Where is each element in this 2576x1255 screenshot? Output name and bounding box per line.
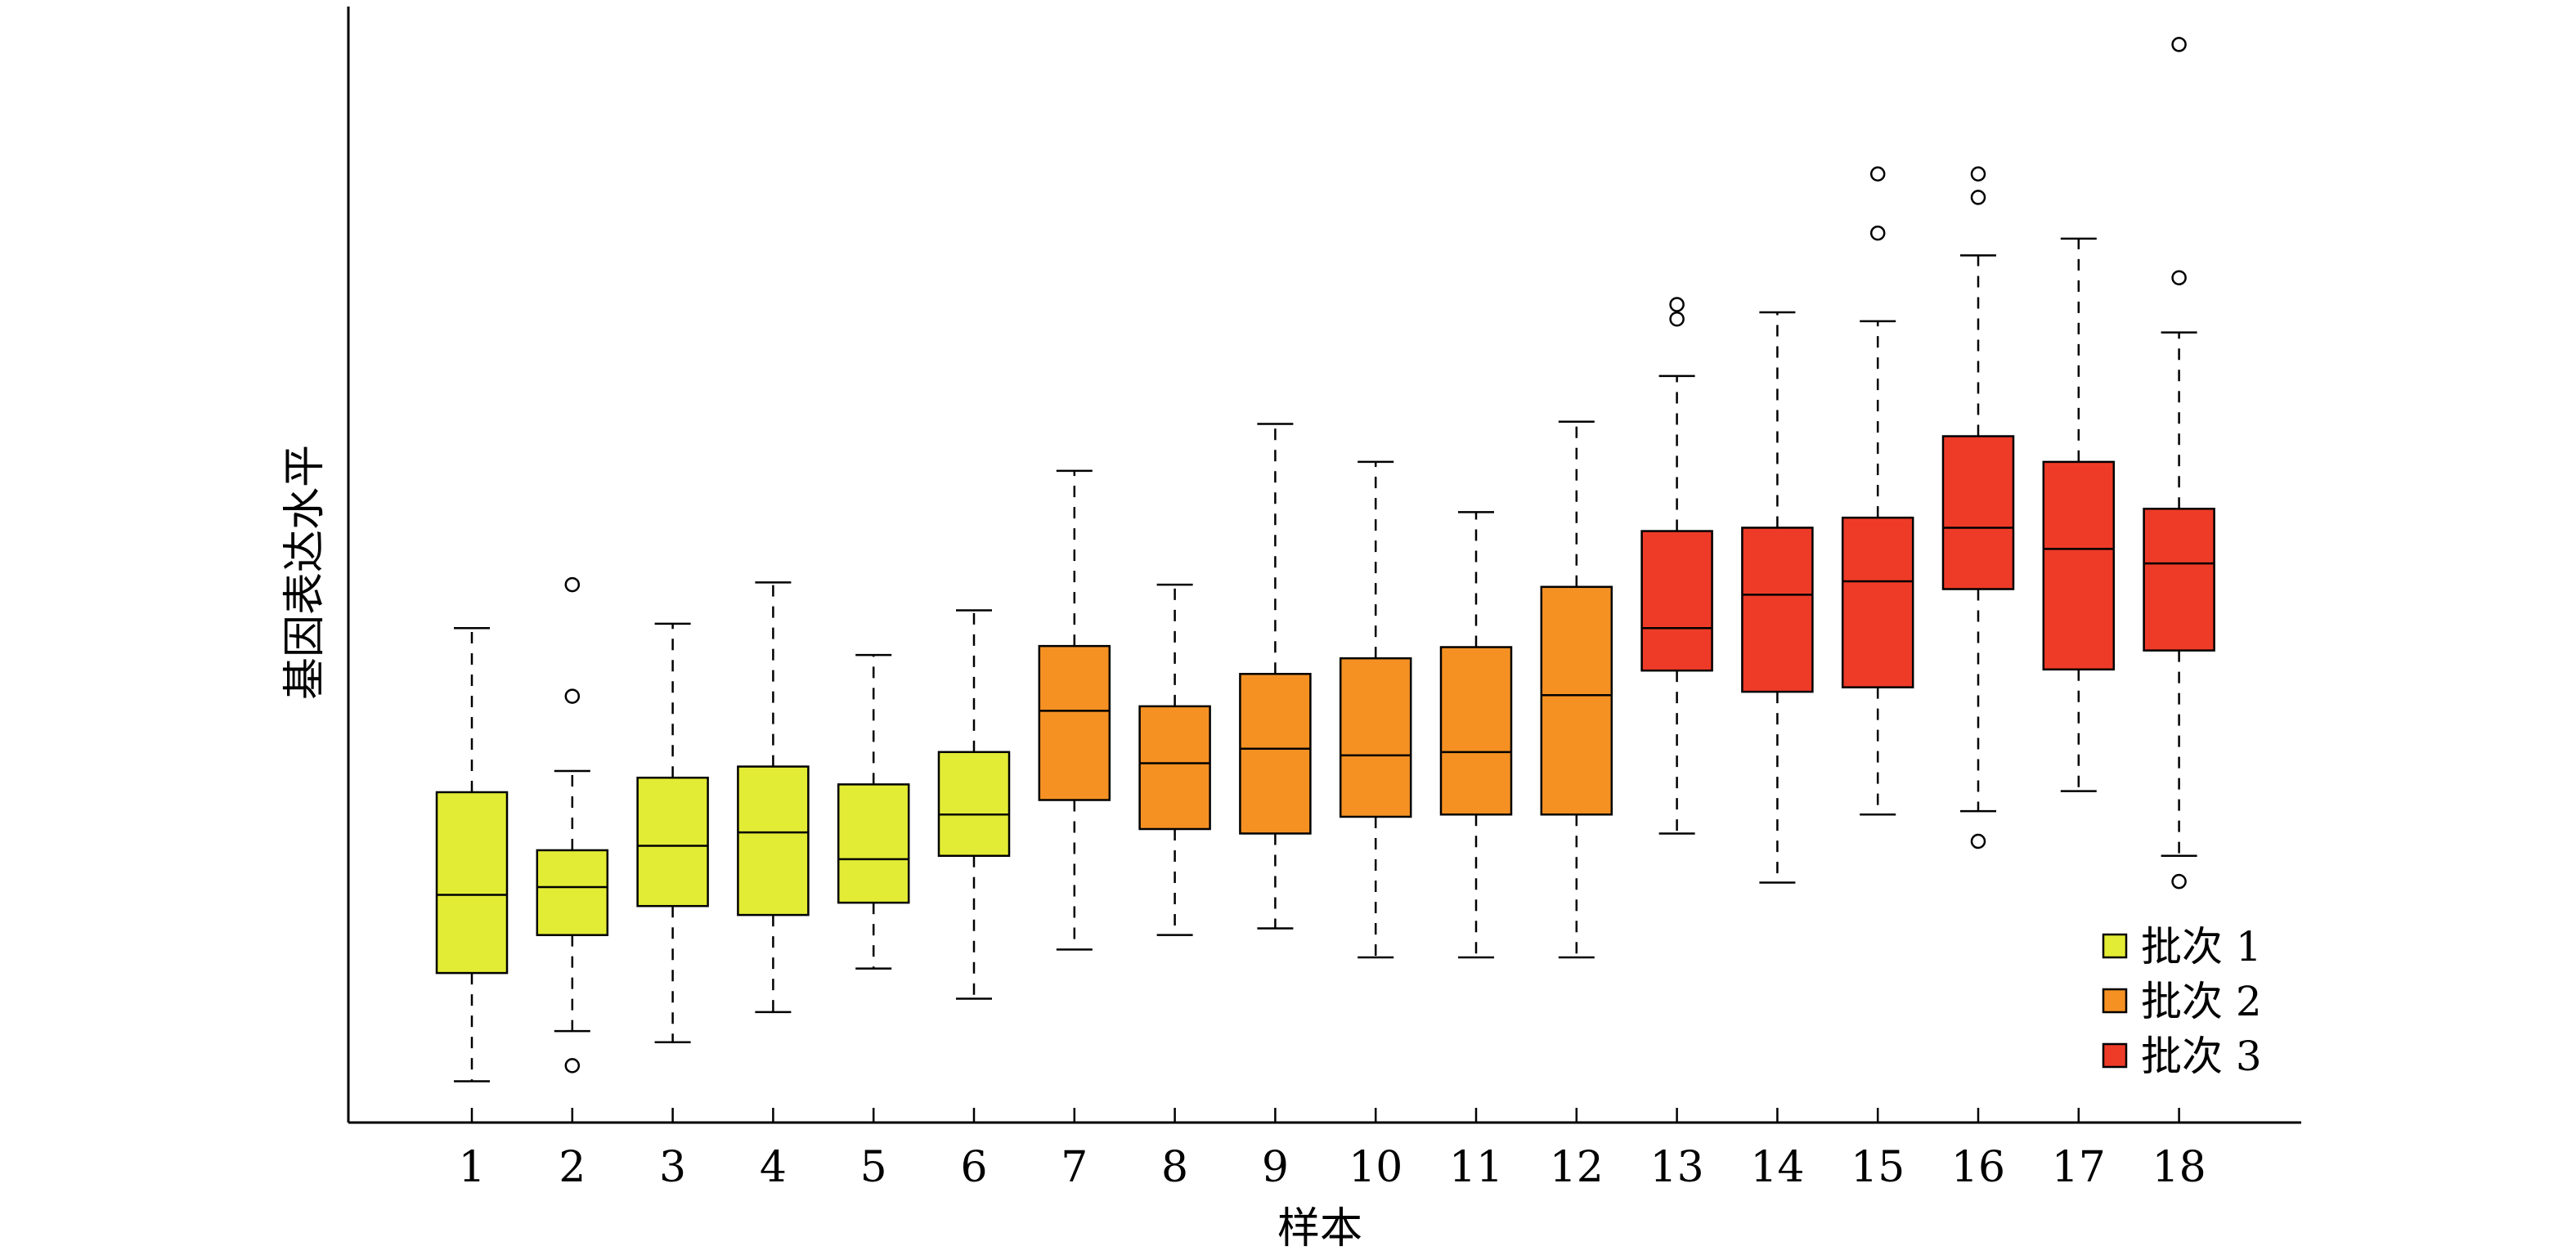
legend-label: 批次 2 bbox=[2141, 978, 2262, 1025]
x-tick-label: 5 bbox=[860, 1143, 887, 1192]
outlier-point bbox=[2171, 873, 2187, 890]
iqr-box bbox=[1239, 673, 1312, 835]
legend-swatch bbox=[2102, 933, 2128, 959]
outlier-point bbox=[564, 576, 581, 593]
iqr-box bbox=[2143, 508, 2215, 652]
box-4 bbox=[737, 581, 810, 1014]
legend-item: 批次 1 bbox=[2102, 923, 2262, 970]
iqr-box bbox=[1138, 705, 1211, 831]
x-tick-label: 1 bbox=[458, 1143, 485, 1192]
x-tick-label: 14 bbox=[1750, 1143, 1804, 1192]
outlier-point bbox=[1970, 833, 1986, 849]
iqr-box bbox=[837, 783, 910, 904]
iqr-box bbox=[737, 765, 810, 917]
x-axis-ticks: 1 2 3 4 5 6 7 8 9 10 11 12 13 14 15 16 17 18 bbox=[458, 1108, 2206, 1192]
outlier-point bbox=[564, 688, 581, 704]
iqr-box bbox=[435, 791, 509, 975]
iqr-box bbox=[1741, 527, 1814, 693]
x-tick-label: 11 bbox=[1449, 1143, 1503, 1192]
x-tick-label: 18 bbox=[2152, 1143, 2206, 1192]
iqr-box bbox=[1439, 646, 1513, 816]
outlier-point bbox=[2171, 37, 2187, 52]
iqr-box bbox=[2042, 460, 2116, 671]
iqr-box bbox=[937, 751, 1011, 858]
outlier-point bbox=[1669, 297, 1685, 312]
box-5 bbox=[837, 653, 910, 970]
x-tick-label: 15 bbox=[1851, 1143, 1905, 1192]
legend-swatch bbox=[2102, 988, 2128, 1014]
iqr-box bbox=[536, 849, 609, 936]
iqr-box bbox=[1941, 435, 2015, 590]
iqr-box bbox=[636, 776, 709, 908]
box-14 bbox=[1741, 311, 1814, 884]
outlier-point bbox=[1869, 166, 1886, 182]
iqr-box bbox=[1540, 585, 1613, 816]
legend-item: 批次 2 bbox=[2102, 978, 2262, 1025]
legend: 批次 1 批次 2 批次 3 bbox=[2102, 923, 2262, 1080]
outlier-point bbox=[564, 1058, 581, 1073]
box-18 bbox=[2143, 37, 2215, 890]
legend-item: 批次 3 bbox=[2102, 1033, 2262, 1080]
iqr-box bbox=[1339, 657, 1412, 818]
box-13 bbox=[1640, 297, 1713, 835]
x-tick-label: 16 bbox=[1951, 1143, 2005, 1192]
outlier-point bbox=[1869, 225, 1886, 241]
box-8 bbox=[1138, 583, 1211, 936]
y-axis-label: 基因表达水平 bbox=[280, 445, 330, 700]
x-tick-label: 2 bbox=[559, 1143, 586, 1192]
boxes-layer bbox=[435, 37, 2215, 1082]
x-tick-label: 12 bbox=[1550, 1143, 1604, 1192]
iqr-box bbox=[1841, 516, 1914, 688]
x-tick-label: 4 bbox=[760, 1143, 787, 1192]
x-axis-label: 样本 bbox=[1277, 1204, 1362, 1253]
legend-swatch bbox=[2102, 1042, 2128, 1069]
x-tick-label: 7 bbox=[1061, 1143, 1088, 1192]
plot-area bbox=[347, 7, 2301, 1124]
x-tick-label: 9 bbox=[1262, 1143, 1289, 1192]
outlier-point bbox=[2171, 270, 2187, 285]
iqr-box bbox=[1640, 530, 1713, 672]
box-7 bbox=[1038, 469, 1111, 951]
box-11 bbox=[1439, 511, 1513, 959]
box-3 bbox=[636, 622, 709, 1043]
iqr-box bbox=[1038, 644, 1111, 801]
box-16 bbox=[1941, 166, 2015, 849]
x-tick-label: 8 bbox=[1161, 1143, 1188, 1192]
legend-label: 批次 1 bbox=[2141, 923, 2262, 970]
x-tick-label: 17 bbox=[2052, 1143, 2106, 1192]
box-6 bbox=[937, 609, 1011, 1000]
box-15 bbox=[1841, 166, 1914, 816]
outlier-point bbox=[1970, 166, 1986, 182]
x-tick-label: 10 bbox=[1349, 1143, 1402, 1192]
box-17 bbox=[2042, 237, 2116, 792]
box-12 bbox=[1540, 420, 1613, 959]
box-9 bbox=[1239, 423, 1312, 930]
box-10 bbox=[1339, 460, 1412, 959]
box-2 bbox=[536, 576, 609, 1073]
box-1 bbox=[435, 627, 509, 1082]
x-tick-label: 13 bbox=[1650, 1143, 1704, 1192]
legend-label: 批次 3 bbox=[2141, 1033, 2262, 1080]
outlier-point bbox=[1669, 311, 1685, 327]
outlier-point bbox=[1970, 190, 1986, 205]
x-tick-label: 6 bbox=[960, 1143, 987, 1192]
x-tick-label: 3 bbox=[659, 1143, 686, 1192]
